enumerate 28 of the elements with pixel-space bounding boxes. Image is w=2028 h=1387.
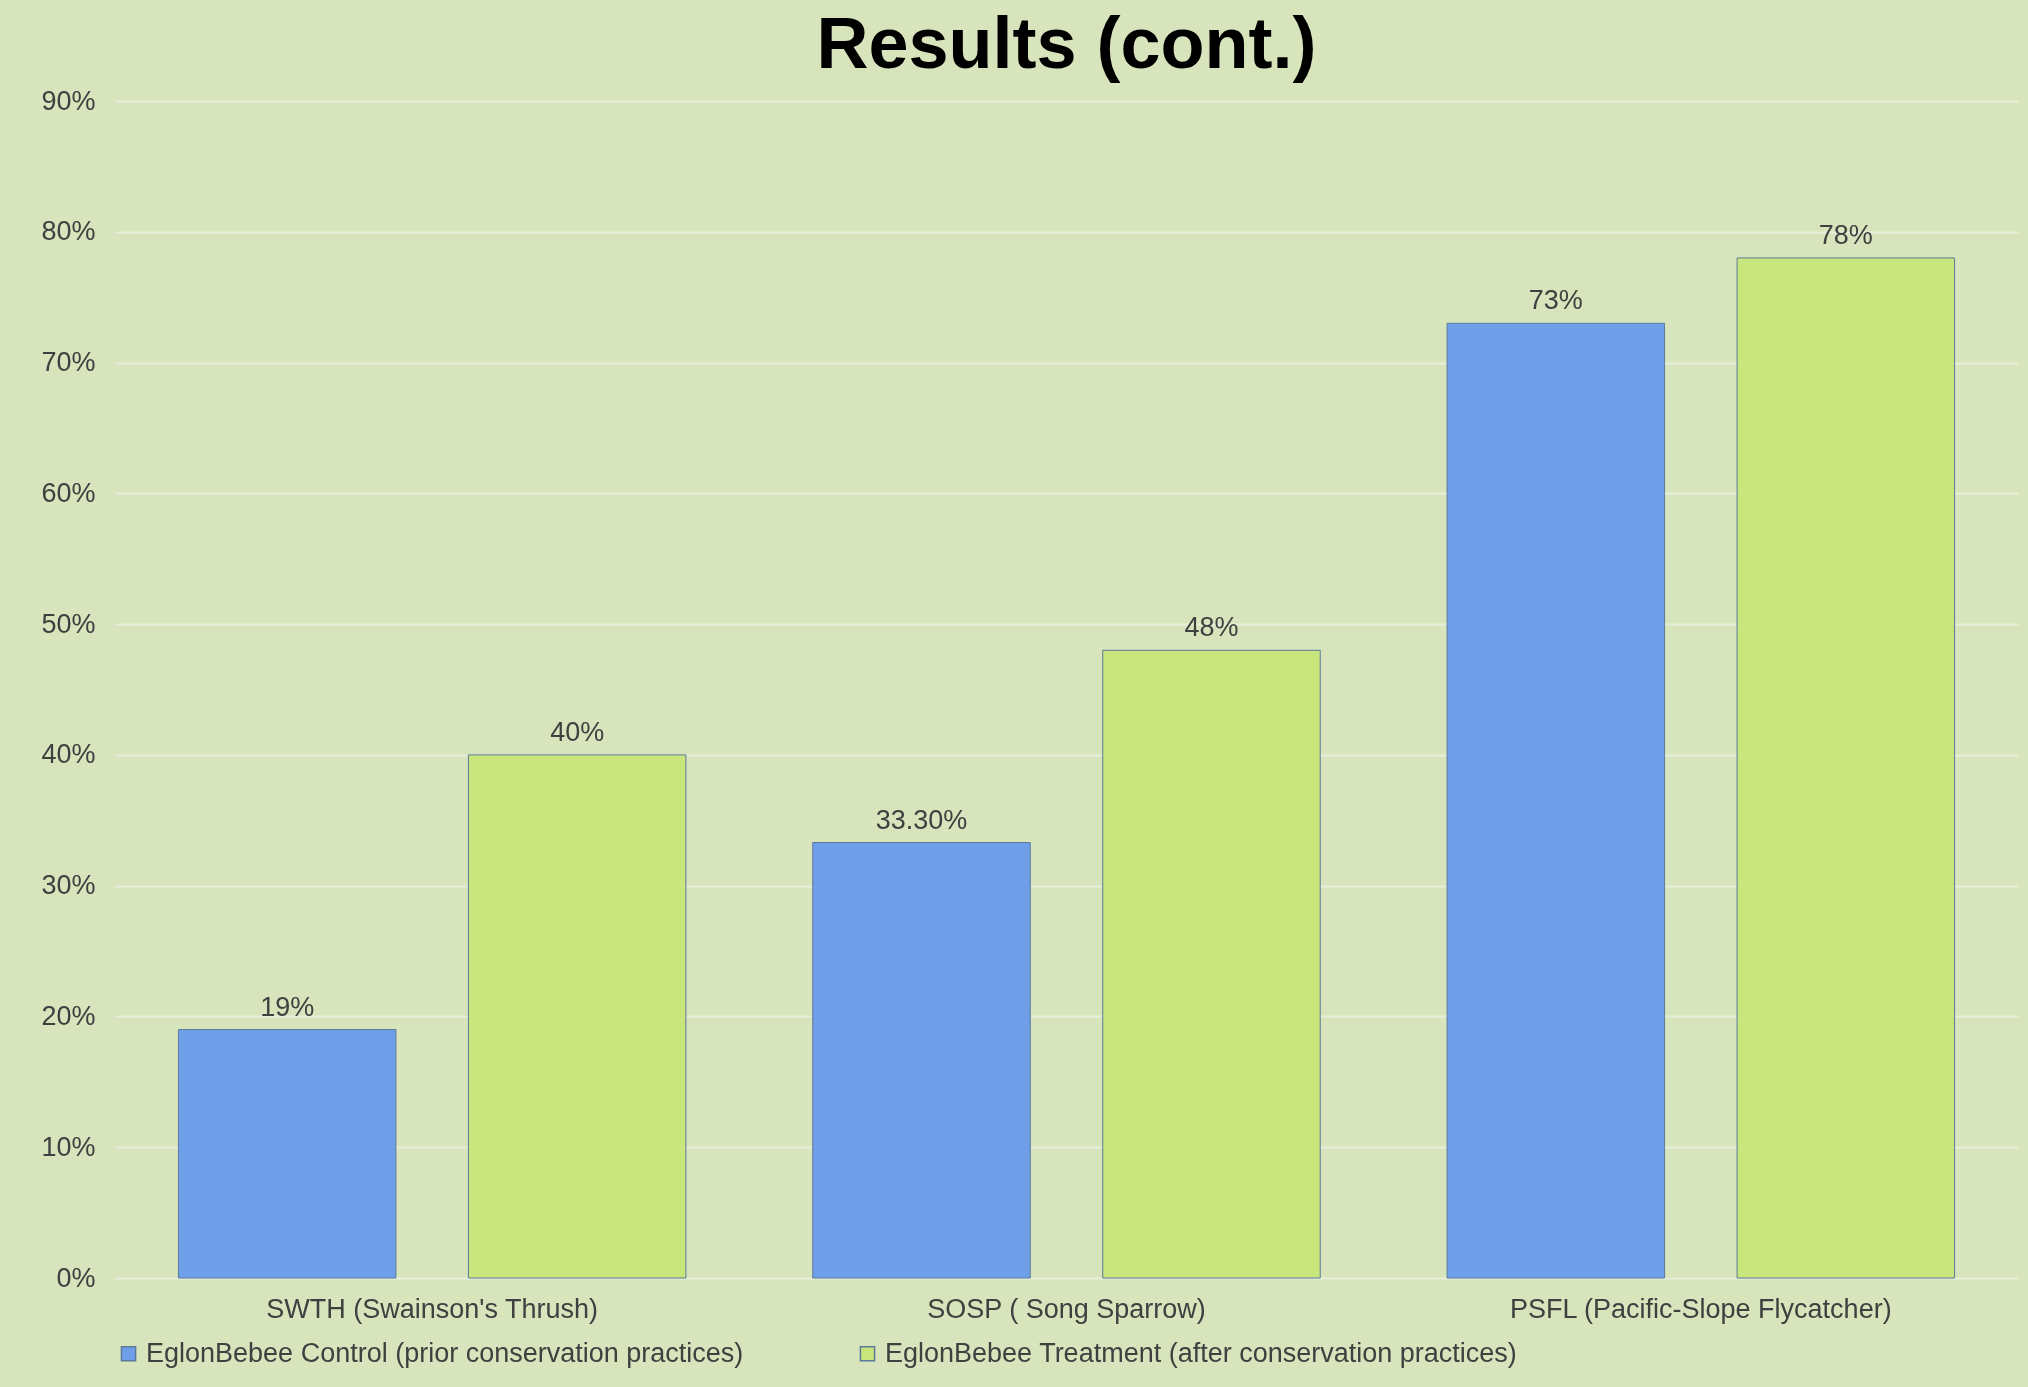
y-tick-label: 40% (41, 739, 96, 770)
y-tick-label: 10% (41, 1131, 96, 1162)
y-tick-label: 80% (41, 216, 96, 247)
data-label: 33.30% (875, 804, 968, 835)
bar (177, 1029, 397, 1279)
x-tick-label: SWTH (Swainson's Thrush) (266, 1293, 599, 1324)
legend-label: EglonBebee Treatment (after conservation practices) (885, 1337, 1517, 1368)
bar (1446, 322, 1666, 1279)
data-label: 78% (1818, 219, 1873, 250)
bar (812, 842, 1031, 1279)
y-tick-label: 90% (41, 85, 96, 116)
bar (467, 754, 687, 1279)
legend-label: EglonBebee Control (prior conservation practices) (146, 1337, 744, 1368)
y-tick-label: 30% (41, 870, 96, 901)
chart-title: Results (cont.) (816, 3, 1317, 83)
bar (1736, 257, 1956, 1279)
y-tick-label: 60% (41, 477, 96, 508)
x-tick-label: PSFL (Pacific-Slope Flycatcher) (1510, 1293, 1892, 1324)
data-label: 19% (260, 991, 315, 1022)
data-label: 40% (550, 716, 605, 747)
y-tick-label: 20% (41, 1000, 96, 1031)
x-tick-label: SOSP ( Song Sparrow) (927, 1293, 1206, 1324)
y-tick-label: 70% (41, 347, 96, 378)
y-tick-label: 50% (41, 608, 96, 639)
data-label: 73% (1528, 285, 1583, 316)
bar (1102, 649, 1321, 1279)
data-label: 48% (1184, 612, 1239, 643)
y-tick-label: 0% (56, 1262, 96, 1293)
